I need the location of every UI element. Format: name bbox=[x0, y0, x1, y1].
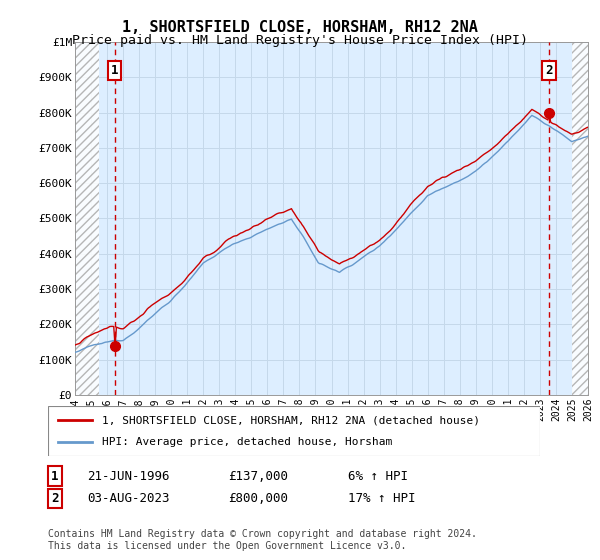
Text: 2: 2 bbox=[545, 64, 553, 77]
Text: Price paid vs. HM Land Registry's House Price Index (HPI): Price paid vs. HM Land Registry's House … bbox=[72, 34, 528, 46]
Text: HPI: Average price, detached house, Horsham: HPI: Average price, detached house, Hors… bbox=[102, 437, 392, 447]
Text: 17% ↑ HPI: 17% ↑ HPI bbox=[348, 492, 415, 505]
FancyBboxPatch shape bbox=[48, 406, 540, 456]
Bar bbox=[75, 42, 99, 395]
Text: Contains HM Land Registry data © Crown copyright and database right 2024.
This d: Contains HM Land Registry data © Crown c… bbox=[48, 529, 477, 551]
Text: 1, SHORTSFIELD CLOSE, HORSHAM, RH12 2NA (detached house): 1, SHORTSFIELD CLOSE, HORSHAM, RH12 2NA … bbox=[102, 415, 480, 425]
Text: 21-JUN-1996: 21-JUN-1996 bbox=[87, 469, 170, 483]
Text: 6% ↑ HPI: 6% ↑ HPI bbox=[348, 469, 408, 483]
Text: £800,000: £800,000 bbox=[228, 492, 288, 505]
Text: 1, SHORTSFIELD CLOSE, HORSHAM, RH12 2NA: 1, SHORTSFIELD CLOSE, HORSHAM, RH12 2NA bbox=[122, 20, 478, 35]
Text: 1: 1 bbox=[111, 64, 118, 77]
Text: 03-AUG-2023: 03-AUG-2023 bbox=[87, 492, 170, 505]
Text: 1: 1 bbox=[51, 469, 59, 483]
Text: 2: 2 bbox=[51, 492, 59, 505]
Text: £137,000: £137,000 bbox=[228, 469, 288, 483]
Bar bbox=[572, 42, 588, 395]
